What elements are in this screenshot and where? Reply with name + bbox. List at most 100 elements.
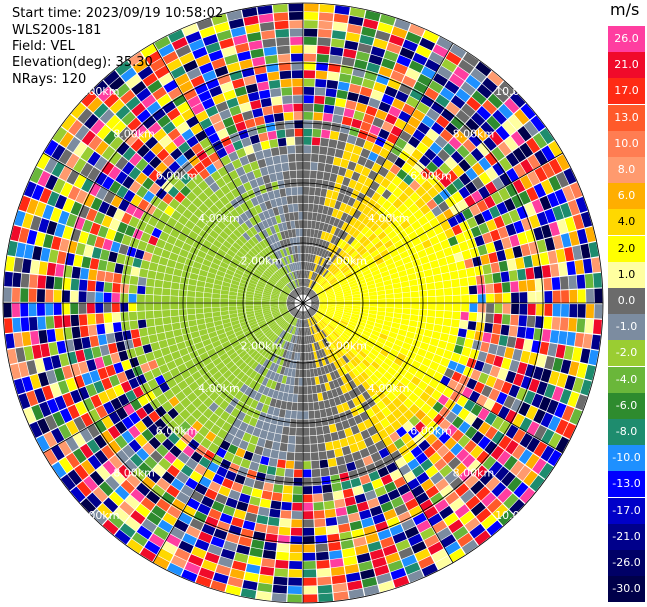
velocity-cell [320,366,326,375]
velocity-cell [342,313,351,319]
velocity-cell [329,264,337,273]
velocity-cell [341,445,352,456]
velocity-cell [308,318,313,326]
velocity-cell [250,399,259,409]
velocity-cell [536,381,548,396]
velocity-cell [78,279,88,291]
velocity-cell [505,439,519,455]
velocity-cell [492,177,505,191]
colorbar-cell [608,209,645,236]
velocity-cell [497,141,512,157]
velocity-cell [280,330,287,339]
velocity-cell [292,95,303,104]
velocity-cell [347,350,356,359]
velocity-cell [267,516,280,527]
velocity-cell [174,261,185,271]
velocity-cell [168,87,183,100]
velocity-cell [312,128,322,138]
velocity-cell [332,114,343,124]
velocity-cell [418,154,431,167]
velocity-cell [292,195,298,204]
velocity-cell [541,179,554,195]
velocity-cell [283,477,294,486]
velocity-cell [185,477,199,490]
velocity-cell [313,342,319,351]
velocity-cell [432,354,443,364]
velocity-cell [355,365,364,374]
velocity-cell [549,221,561,237]
velocity-cell [279,295,288,299]
velocity-cell [516,362,528,375]
velocity-cell [390,70,405,83]
velocity-cell [305,287,308,296]
velocity-cell [402,103,416,116]
velocity-cell [424,534,440,548]
velocity-cell [126,348,137,359]
velocity-cell [288,11,303,20]
velocity-cell [292,309,299,316]
velocity-cell [429,361,440,371]
velocity-cell [349,282,358,288]
velocity-cell [58,440,72,457]
velocity-cell [486,219,497,232]
velocity-cell [90,197,103,211]
velocity-cell [288,569,302,578]
velocity-cell [393,357,404,367]
velocity-cell [468,133,483,147]
velocity-cell [336,377,345,387]
velocity-cell [229,351,239,361]
velocity-cell [486,115,501,131]
velocity-cell [225,212,235,223]
velocity-cell [144,540,161,555]
velocity-cell [395,90,409,103]
velocity-cell [311,299,319,302]
velocity-cell [249,417,258,427]
velocity-cell [242,163,253,174]
velocity-cell [244,329,253,336]
velocity-cell [294,335,298,344]
velocity-cell [175,44,192,58]
velocity-cell [291,291,298,298]
velocity-cell [161,491,176,505]
velocity-cell [451,191,464,204]
colorbar-cell [608,104,645,131]
velocity-cell [571,347,583,362]
velocity-cell [401,286,411,293]
velocity-cell [326,242,333,252]
velocity-cell [313,273,318,281]
velocity-cell [431,331,441,340]
velocity-cell [284,179,291,188]
velocity-cell [363,254,373,263]
velocity-cell [250,48,264,59]
velocity-cell [26,229,38,245]
velocity-cell [290,45,303,54]
velocity-cell [244,356,253,365]
velocity-cell [449,44,467,59]
velocity-cell [136,87,152,102]
velocity-cell [423,329,433,338]
velocity-cell [295,444,303,453]
velocity-cell [311,334,316,343]
velocity-cell [492,272,502,283]
velocity-cell [332,21,348,32]
velocity-cell [414,421,426,433]
velocity-cell [473,465,488,480]
velocity-cell [196,347,207,356]
velocity-cell [327,307,336,310]
velocity-cell [31,184,45,201]
velocity-cell [386,336,396,344]
velocity-cell [242,364,251,374]
velocity-cell [193,432,205,444]
velocity-cell [103,70,120,86]
velocity-cell [271,323,279,331]
velocity-cell [184,220,196,230]
velocity-cell [235,400,245,411]
velocity-cell [186,135,199,148]
velocity-cell [303,53,317,62]
velocity-cell [426,128,439,142]
velocity-cell [309,317,314,326]
velocity-cell [270,216,278,226]
velocity-cell [424,385,435,396]
velocity-cell [355,404,365,414]
velocity-cell [204,343,214,352]
